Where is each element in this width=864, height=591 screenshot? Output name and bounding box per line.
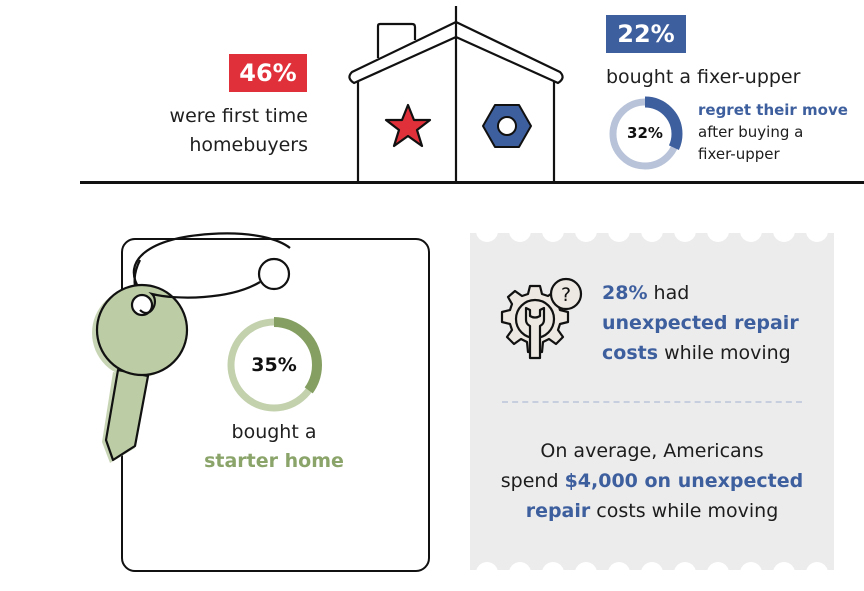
starter-home-donut-label: 35% [251, 354, 297, 376]
starter-home-line2: starter home [204, 450, 344, 472]
hex-nut-icon [482, 104, 532, 148]
repair-stat-had: had [647, 282, 690, 304]
regret-line2: after buying a [698, 123, 804, 141]
average-rest: costs while moving [590, 500, 779, 522]
star-icon [384, 103, 432, 148]
average-amount: $4,000 on unexpected [564, 470, 804, 492]
starter-home-donut-chart [226, 317, 322, 413]
regret-line3: fixer-upper [698, 145, 780, 163]
key-icon [92, 232, 291, 463]
average-repair: repair [525, 500, 591, 522]
repair-stat-line2: unexpected repair [602, 312, 799, 334]
fixer-upper-badge: 22% [606, 15, 686, 53]
gear-wrench-question-icon: ? [500, 277, 583, 360]
average-spend: spend [500, 470, 565, 492]
regret-donut-label: 32% [627, 124, 663, 142]
first-time-buyers-line2: homebuyers [189, 134, 308, 156]
repair-stat-costs: costs [602, 342, 659, 364]
scalloped-edge-top [476, 220, 828, 242]
average-line1: On average, Americans [540, 440, 764, 462]
repair-stat-rest: while moving [658, 342, 791, 364]
repair-stat-pct: 28% [602, 282, 648, 304]
svg-text:?: ? [561, 284, 571, 306]
first-time-buyers-line1: were first time [169, 105, 308, 127]
starter-home-line1: bought a [231, 421, 317, 443]
fixer-upper-caption: bought a fixer-upper [606, 66, 801, 88]
house-illustration [348, 6, 564, 182]
regret-donut-chart [607, 96, 683, 172]
dashed-divider [502, 401, 802, 403]
regret-bold-text: regret their move [698, 101, 848, 119]
ground-line [80, 181, 864, 184]
scalloped-edge-bottom [476, 562, 828, 584]
first-time-buyers-badge: 46% [229, 54, 307, 92]
